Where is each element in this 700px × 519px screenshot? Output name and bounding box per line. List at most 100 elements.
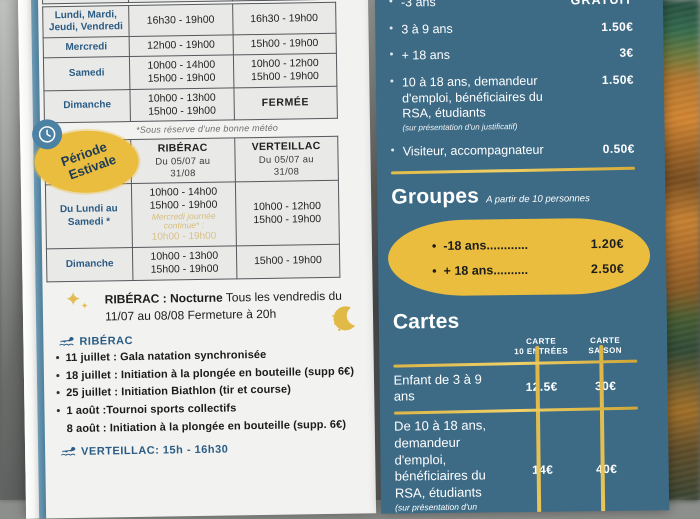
list-item: •8 août : Initiation à la plongée en bou… (57, 416, 371, 439)
bullet: • (389, 22, 394, 35)
riberac-hours: 16h30 - 19h00 (128, 3, 233, 37)
tarif-price: 0.50€ (602, 141, 635, 156)
day-label: Mercredi (43, 36, 130, 59)
riberac-events-list: • 11 juillet : Gala natation synchronisée… (56, 345, 371, 439)
table-row: • + 18 ans.......... 2.50€ (432, 262, 624, 278)
riberac-hours: 10h00 - 13h00 15h00 - 19h00 (129, 87, 234, 122)
bullet: • (432, 263, 437, 278)
weather-disclaimer: *Sous réserve d'une bonne météo (136, 123, 279, 136)
riberac-town-name: RIBÉRAC (157, 142, 208, 155)
riberac-events-heading: RIBÉRAC (59, 331, 369, 348)
carte-10-price: 12.5€ (525, 379, 558, 395)
list-item: • + 18 ans 3€ (390, 46, 634, 65)
carte-row-label: De 10 à 18 ans, demandeur d'emploi, béné… (394, 418, 511, 514)
bullet: • (389, 75, 394, 88)
verteillac-label: VERTEILLAC: 15h - 16h30 (81, 443, 229, 458)
tarif-price: 1.50€ (601, 19, 634, 34)
list-item: • Visiteur, accompagnateur 0.50€ (391, 141, 635, 160)
tarif-label-text: 10 à 18 ans, demandeur d'emploi, bénéfic… (401, 73, 543, 121)
clock-icon (31, 119, 63, 150)
tarif-label: + 18 ans (401, 48, 450, 63)
riberac-wednesday-hours: 10h00 - 19h00 (151, 230, 217, 243)
bullet: • (55, 369, 60, 382)
event-text: 8 août : Initiation à la plongée en bout… (66, 418, 347, 436)
verteillac-town-name: VERTEILLAC (251, 140, 321, 154)
groupe-price: 2.50€ (590, 261, 625, 277)
tarifs-list: • -3 ans GRATUIT • 3 à 9 ans 1.50€ • + 1… (389, 0, 635, 160)
groupe-label: -18 ans............ (443, 237, 529, 253)
nocturne-title: RIBÉRAC : Nocturne (104, 290, 223, 307)
gold-divider (391, 167, 636, 175)
bullet: • (56, 405, 61, 418)
sparkle-small-icon: ✦ (80, 300, 89, 311)
badge-text: Période Estivale (58, 138, 118, 185)
groupes-subtitle: A partir de 10 personnes (486, 193, 590, 206)
nocturne-block: ✦ ✦ RIBÉRAC : Nocturne Tous les vendredi… (65, 287, 356, 331)
carte-row-label-text: De 10 à 18 ans, demandeur d'emploi, béné… (394, 417, 487, 501)
tarif-label: -3 ans (400, 0, 436, 10)
carte-saison-header: CARTE SAISON (588, 336, 623, 356)
cartes-grid: Enfant de 3 à 9 ans 12.5€ 30€ De 10 à 18… (393, 345, 640, 514)
verteillac-hours: 10h00 - 12h00 15h00 - 19h00 (234, 180, 340, 246)
verteillac-hours: 16h30 - 19h00 (232, 2, 337, 36)
tarif-note: (sur présentation d'un justificatif) (402, 121, 518, 133)
tarif-label: 3 à 9 ans (401, 21, 453, 37)
swimmer-icon (59, 337, 74, 347)
carte-row-label: Enfant de 3 à 9 ans (393, 371, 482, 404)
groupe-price: 1.20€ (590, 236, 625, 252)
day-label: Lundi, Mardi, Jeudi, Vendredi (42, 5, 130, 39)
regular-schedule-table: Lundi, Mardi, Jeudi, Vendredi 16h30 - 19h… (42, 1, 338, 124)
leaflet-right-panel: • -3 ans GRATUIT • 3 à 9 ans 1.50€ • + 1… (374, 0, 670, 514)
riberac-label: RIBÉRAC (79, 334, 134, 348)
carte-10-entrees-header: CARTE 10 ENTRÉES (514, 336, 569, 357)
bullet: • (55, 351, 60, 364)
list-item: • -3 ans GRATUIT (389, 0, 633, 11)
bullet: • (431, 238, 437, 253)
riberac-hours: 10h00 - 14h00 15h00 - 19h00 (129, 55, 234, 90)
riberac-hours: 12h00 - 19h00 (129, 35, 233, 57)
table-row: Dimanche 10h00 - 13h00 15h00 - 19h00 15h0… (46, 244, 340, 282)
day-label: Dimanche (46, 247, 133, 282)
riberac-dates: Du 05/07 au 31/08 (155, 155, 211, 179)
event-text: 25 juillet : Initiation Biathlon (tir et… (66, 383, 292, 400)
verteillac-column-header: VERTEILLAC Du 05/07 au 31/08 (234, 136, 339, 182)
table-row: Lundi, Mardi, Jeudi, Vendredi 16h30 - 19h… (42, 2, 337, 39)
tarif-label: 10 à 18 ans, demandeur d'emploi, bénéfic… (402, 73, 573, 133)
list-item: • 10 à 18 ans, demandeur d'emploi, bénéf… (390, 72, 635, 133)
verteillac-events-heading: VERTEILLAC: 15h - 16h30 (61, 441, 371, 458)
verteillac-hours: 15h00 - 19h00 (232, 33, 337, 56)
bullet: • (389, 48, 394, 61)
table-row: • -18 ans............ 1.20€ (432, 237, 624, 253)
swimmer-icon (61, 447, 76, 457)
riberac-hours: 10h00 - 13h00 15h00 - 19h00 (132, 245, 237, 281)
table-row: Samedi 10h00 - 14h00 15h00 - 19h00 10h00 … (43, 53, 337, 91)
spacer (393, 338, 509, 359)
groupes-header: Groupes A partir de 10 personnes (391, 183, 635, 210)
carte-saison-price: 30€ (594, 379, 617, 394)
list-item: • 3 à 9 ans 1.50€ (389, 19, 633, 38)
table-row: Dimanche 10h00 - 13h00 15h00 - 19h00 FERM… (43, 86, 338, 124)
carte-10-price: 14€ (531, 462, 554, 477)
bullet: • (388, 0, 393, 8)
cartes-title: Cartes (392, 310, 460, 334)
verteillac-hours: 15h00 - 19h00 (235, 244, 340, 279)
carte-row-note: (sur présentation d'un justificatif) (395, 501, 478, 514)
carte-saison-price: 40€ (595, 461, 618, 476)
leaflet-left-panel: 14/09* Lundi, Mardi,Jeudi, Vendredi 16h3… (17, 0, 377, 519)
sparkle-icon: ✦ (64, 288, 82, 311)
verteillac-closed-badge: FERMÉE (233, 86, 338, 121)
cut-header-date: 14/09* (128, 0, 233, 3)
verteillac-hours: 10h00 - 12h00 15h00 - 19h00 (232, 53, 337, 88)
verteillac-dates: Du 05/07 au 31/08 (258, 154, 314, 178)
bullet: • (56, 387, 61, 400)
tarif-price: 3€ (619, 45, 634, 61)
periode-estivale-badge: Période Estivale (26, 118, 147, 198)
tarif-price: 1.50€ (601, 72, 634, 87)
day-label: Samedi (43, 56, 130, 91)
moon-icon (332, 305, 356, 331)
groupes-title: Groupes (391, 184, 480, 209)
riberac-hours: 10h00 - 14h00 15h00 - 19h00 Mercredi jour… (131, 181, 236, 248)
riberac-wednesday-note: Mercredi journée continue* : (151, 210, 216, 231)
tarif-label: Visiteur, accompagnateur (402, 142, 544, 159)
groupe-label: + 18 ans.......... (443, 262, 529, 278)
